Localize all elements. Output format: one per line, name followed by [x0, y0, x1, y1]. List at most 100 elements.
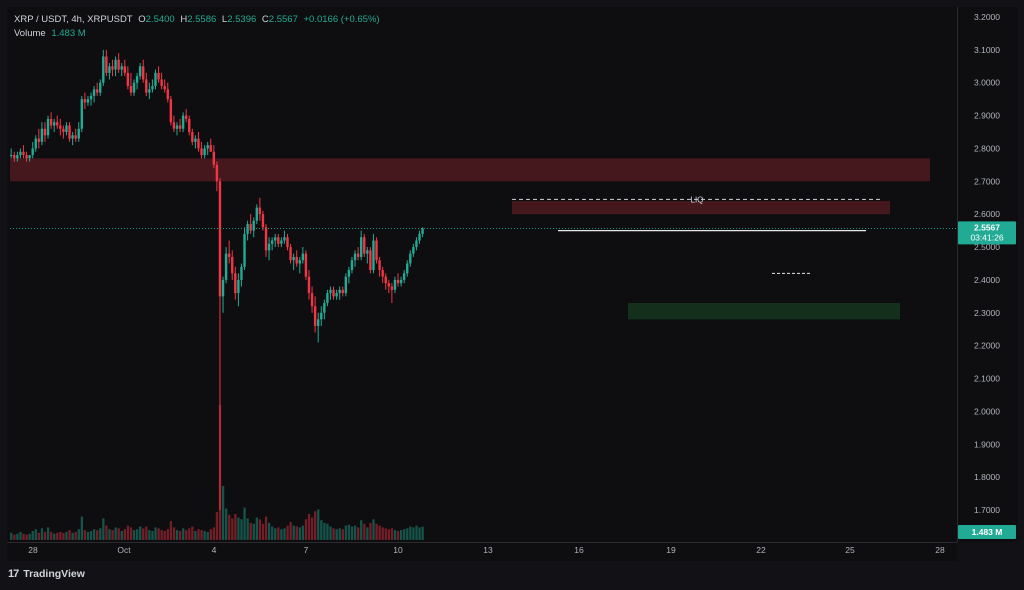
- current-price-label: 2.5567: [974, 222, 1000, 232]
- volume-bar: [178, 531, 182, 540]
- price-tick-label: 1.8000: [974, 472, 1000, 482]
- candle-body: [142, 66, 145, 80]
- candle-body: [132, 82, 136, 93]
- time-tick-label: 7: [304, 545, 309, 555]
- legend-ohlc: XRP / USDT, 4h, XRPUSDT O2.5400 H2.5586 …: [14, 14, 383, 25]
- volume-bar: [25, 534, 28, 540]
- candle-body: [384, 276, 387, 284]
- candle-body: [86, 99, 90, 103]
- volume-bar: [194, 531, 197, 540]
- volume-bar: [350, 526, 354, 540]
- volume-bar: [228, 514, 231, 540]
- volume-bar: [132, 530, 136, 540]
- volume-bar: [341, 529, 344, 540]
- candle-body: [172, 122, 176, 129]
- candle-body: [43, 128, 47, 136]
- support-zone: [628, 302, 900, 320]
- candle-body: [114, 59, 117, 70]
- volume-bar: [191, 526, 194, 540]
- volume-badge: [958, 525, 1016, 539]
- time-tick-label: 28: [935, 545, 945, 555]
- candle-body: [160, 79, 163, 87]
- candle-body: [191, 132, 194, 142]
- candle-body: [215, 164, 219, 182]
- candle-body: [375, 240, 378, 261]
- price-tick-label: 2.5000: [974, 242, 1000, 252]
- candle-body: [16, 155, 19, 159]
- volume-bar: [206, 531, 209, 540]
- candle-body: [237, 279, 240, 294]
- volume-bar: [13, 534, 16, 540]
- volume-bar: [295, 526, 298, 540]
- volume-bar: [320, 520, 323, 540]
- volume-bar: [396, 531, 400, 540]
- candle-body: [184, 115, 188, 119]
- candle-body: [277, 237, 280, 244]
- legend-change: +0.0166 (+0.65%): [303, 14, 380, 25]
- candle-body: [22, 151, 25, 156]
- volume-bar: [157, 528, 160, 540]
- chart-area[interactable]: [7, 7, 957, 542]
- legend-symbol: XRP / USDT, 4h, XRPUSDT: [14, 14, 133, 25]
- candle-body: [372, 240, 375, 271]
- time-axis[interactable]: [7, 542, 957, 561]
- candle-body: [56, 122, 59, 126]
- candle-body: [406, 263, 409, 274]
- price-tick-label: 2.3000: [974, 308, 1000, 318]
- tradingview-brand[interactable]: 17 TradingView: [8, 568, 85, 580]
- volume-bar: [209, 529, 212, 540]
- candle-body: [252, 220, 255, 231]
- volume-bar: [46, 527, 50, 540]
- candle-body: [80, 99, 84, 129]
- legend-volume: Volume 1.483 M: [14, 28, 89, 39]
- volume-bar: [102, 518, 105, 540]
- price-tick-label: 2.6000: [974, 209, 1000, 219]
- candle-body: [243, 233, 246, 267]
- volume-bar: [40, 528, 44, 540]
- candle-body: [264, 227, 268, 251]
- price-axis[interactable]: [957, 7, 1018, 542]
- volume-bar: [246, 518, 249, 540]
- candle-body: [135, 76, 139, 83]
- volume-bar: [182, 528, 185, 540]
- volume-bar: [347, 524, 351, 540]
- candle-body: [40, 128, 44, 142]
- volume-bar: [139, 526, 142, 540]
- candle-body: [332, 289, 335, 297]
- volume-bar: [96, 530, 99, 540]
- volume-bar: [360, 520, 363, 540]
- candle-body: [194, 138, 197, 142]
- candle-body: [65, 125, 68, 133]
- volume-bar: [280, 529, 283, 540]
- volume-bar: [283, 528, 286, 540]
- volume-bar: [390, 528, 394, 540]
- candle-body: [157, 72, 160, 80]
- volume-bar: [399, 530, 403, 540]
- candle-body: [154, 72, 157, 87]
- candle-body: [123, 66, 126, 73]
- volume-bar: [255, 517, 258, 540]
- candle-body: [399, 279, 403, 284]
- candle-body: [393, 279, 397, 290]
- volume-bar: [56, 532, 59, 540]
- legend-low: 2.5396: [227, 14, 257, 25]
- time-tick-label: 13: [483, 545, 493, 555]
- candle-body: [313, 306, 317, 326]
- legend-close: 2.5567: [268, 14, 298, 25]
- candle-body: [412, 247, 415, 254]
- volume-bar: [418, 527, 421, 540]
- time-tick-label: 10: [393, 545, 403, 555]
- candle-body: [181, 115, 185, 129]
- candle-body: [209, 145, 212, 152]
- candle-body: [74, 135, 77, 139]
- candle-body: [301, 253, 305, 261]
- candle-body: [95, 89, 99, 93]
- volume-bar: [274, 528, 277, 540]
- volume-bar: [142, 528, 145, 540]
- volume-bar: [406, 528, 409, 540]
- volume-bar: [286, 525, 289, 540]
- candle-body: [148, 89, 151, 93]
- candle-body: [307, 276, 311, 294]
- candle-body: [270, 240, 274, 244]
